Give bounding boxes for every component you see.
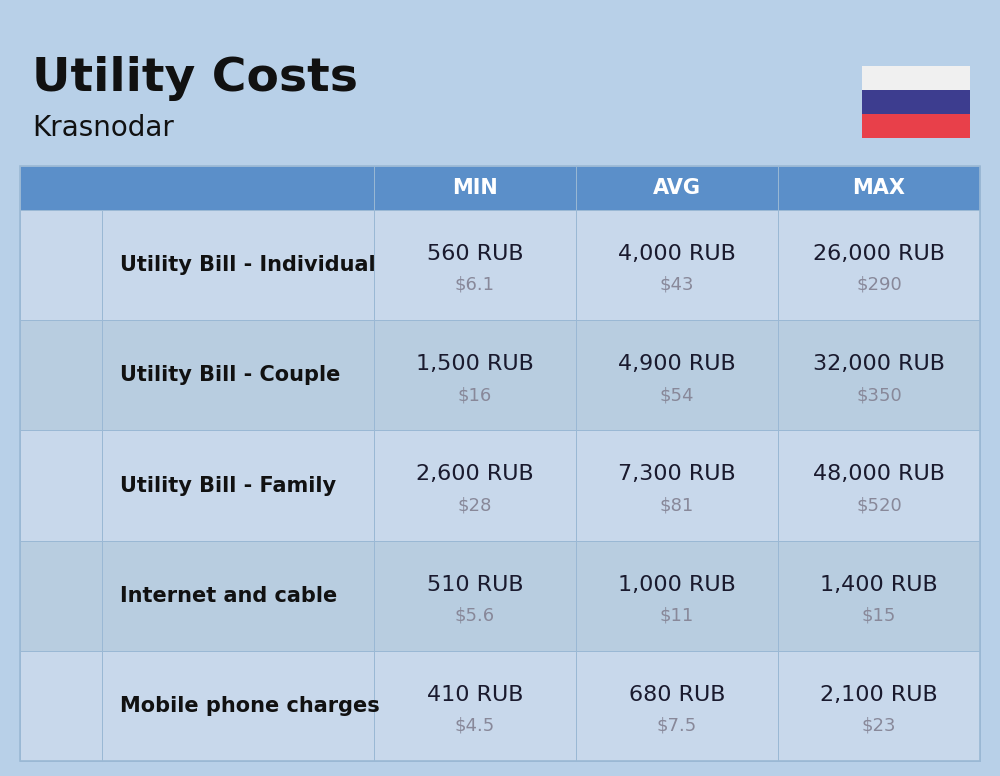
Text: 7,300 RUB: 7,300 RUB [618,465,736,484]
Bar [862,90,970,114]
Bar [102,651,374,761]
Text: Utility Bill - Couple: Utility Bill - Couple [120,365,340,386]
Bar [576,166,778,210]
Bar [102,210,374,320]
Text: $520: $520 [856,497,902,514]
Text: 510 RUB: 510 RUB [427,575,523,594]
FancyBboxPatch shape [34,569,88,622]
Bar [862,66,970,90]
Bar [374,651,576,761]
Text: Utility Costs: Utility Costs [32,56,358,101]
Text: $23: $23 [862,717,896,735]
Bar [20,541,102,651]
Text: $28: $28 [458,497,492,514]
Bar [20,431,102,541]
Text: MIN: MIN [452,178,498,198]
Bar [102,431,374,541]
Bar [576,210,778,320]
Bar [102,320,374,431]
Text: $7.5: $7.5 [657,717,697,735]
Text: Internet and cable: Internet and cable [120,586,337,606]
FancyBboxPatch shape [34,679,88,733]
Text: MAX: MAX [852,178,906,198]
Text: $5.6: $5.6 [455,607,495,625]
Bar [20,210,980,320]
Bar [20,320,980,431]
Bar [20,541,980,651]
Text: 1,000 RUB: 1,000 RUB [618,575,736,594]
Text: Utility Bill - Family: Utility Bill - Family [120,476,336,496]
FancyBboxPatch shape [34,348,88,402]
Text: $11: $11 [660,607,694,625]
Text: 1,500 RUB: 1,500 RUB [416,355,534,374]
Text: 2,600 RUB: 2,600 RUB [416,465,534,484]
Bar [778,431,980,541]
Bar [576,320,778,431]
Text: 680 RUB: 680 RUB [629,685,725,705]
Bar [576,431,778,541]
Bar [778,320,980,431]
Bar [374,320,576,431]
Text: 410 RUB: 410 RUB [427,685,523,705]
Bar [576,651,778,761]
Text: 48,000 RUB: 48,000 RUB [813,465,945,484]
Text: $16: $16 [458,386,492,404]
Text: 2,100 RUB: 2,100 RUB [820,685,938,705]
Text: $43: $43 [660,276,694,294]
Text: $290: $290 [856,276,902,294]
Text: $6.1: $6.1 [455,276,495,294]
Bar [20,651,980,761]
Bar [576,541,778,651]
Text: Krasnodar: Krasnodar [32,114,174,142]
Text: $54: $54 [660,386,694,404]
Bar [862,114,970,138]
Bar [778,210,980,320]
Bar [374,431,576,541]
Bar [374,166,576,210]
Bar [20,210,102,320]
Text: $15: $15 [862,607,896,625]
Bar [102,541,374,651]
Text: Mobile phone charges: Mobile phone charges [120,696,380,716]
Bar [20,320,102,431]
Text: 32,000 RUB: 32,000 RUB [813,355,945,374]
Bar [20,431,980,541]
Text: $81: $81 [660,497,694,514]
Text: 26,000 RUB: 26,000 RUB [813,244,945,264]
FancyBboxPatch shape [34,238,88,292]
Bar [778,651,980,761]
Text: $4.5: $4.5 [455,717,495,735]
Text: 4,000 RUB: 4,000 RUB [618,244,736,264]
Bar [374,210,576,320]
FancyBboxPatch shape [34,459,88,512]
Text: $350: $350 [856,386,902,404]
Text: 1,400 RUB: 1,400 RUB [820,575,938,594]
Bar [778,541,980,651]
Text: 4,900 RUB: 4,900 RUB [618,355,736,374]
Bar [20,166,374,210]
Text: AVG: AVG [653,178,701,198]
Bar [374,541,576,651]
Text: Utility Bill - Individual: Utility Bill - Individual [120,255,376,275]
Bar [20,651,102,761]
Bar [20,166,980,761]
Text: 560 RUB: 560 RUB [427,244,523,264]
Bar [778,166,980,210]
